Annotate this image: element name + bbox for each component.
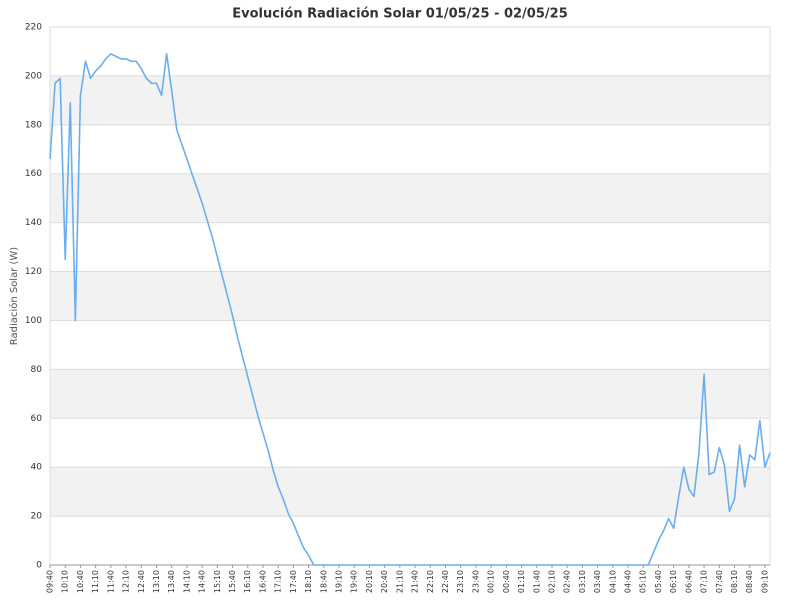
x-tick-label: 22:40 <box>441 570 450 593</box>
x-tick-label: 05:40 <box>654 570 663 593</box>
x-tick-label: 13:40 <box>167 570 176 593</box>
x-tick-label: 15:10 <box>213 570 222 593</box>
x-tick-label: 08:10 <box>730 570 739 593</box>
grid-band <box>50 369 770 419</box>
grid-band <box>50 467 770 517</box>
x-tick-label: 21:40 <box>411 570 420 593</box>
x-tick-label: 02:40 <box>563 570 572 593</box>
x-tick-label: 07:10 <box>700 570 709 593</box>
x-tick-label: 16:10 <box>243 570 252 593</box>
x-tick-label: 21:10 <box>395 570 404 593</box>
x-tick-label: 10:10 <box>61 570 70 593</box>
y-tick-label: 60 <box>31 414 43 424</box>
y-tick-label: 80 <box>31 365 43 375</box>
x-tick-label: 20:10 <box>365 570 374 593</box>
x-tick-label: 14:10 <box>182 570 191 593</box>
x-tick-label: 01:10 <box>517 570 526 593</box>
x-tick-label: 14:40 <box>198 570 207 593</box>
x-tick-label: 07:40 <box>715 570 724 593</box>
x-tick-label: 23:10 <box>456 570 465 593</box>
y-tick-label: 160 <box>25 169 42 179</box>
x-tick-label: 10:40 <box>76 570 85 593</box>
x-tick-label: 09:40 <box>46 570 55 593</box>
x-tick-label: 05:10 <box>639 570 648 593</box>
y-tick-label: 220 <box>25 23 42 33</box>
y-tick-label: 180 <box>25 120 42 130</box>
chart-title: Evolución Radiación Solar 01/05/25 - 02/… <box>232 7 568 22</box>
x-tick-label: 00:10 <box>487 570 496 593</box>
x-tick-label: 02:10 <box>547 570 556 593</box>
x-tick-label: 01:40 <box>532 570 541 593</box>
x-tick-label: 12:10 <box>122 570 131 593</box>
x-tick-label: 03:40 <box>593 570 602 593</box>
x-tick-label: 22:10 <box>426 570 435 593</box>
x-tick-label: 06:40 <box>684 570 693 593</box>
x-tick-label: 18:10 <box>304 570 313 593</box>
x-tick-label: 04:10 <box>608 570 617 593</box>
x-tick-label: 20:40 <box>380 570 389 593</box>
x-tick-label: 19:10 <box>335 570 344 593</box>
x-tick-label: 03:10 <box>578 570 587 593</box>
x-tick-label: 13:10 <box>152 570 161 593</box>
x-tick-label: 06:10 <box>669 570 678 593</box>
y-tick-label: 120 <box>25 267 42 277</box>
x-tick-label: 18:40 <box>319 570 328 593</box>
grid-band <box>50 75 770 125</box>
y-axis-label: Radiación Solar (W) <box>8 247 20 345</box>
y-tick-label: 200 <box>25 71 42 81</box>
y-tick-label: 100 <box>25 316 42 326</box>
x-tick-label: 08:40 <box>745 570 754 593</box>
grid-band <box>50 173 770 223</box>
x-tick-label: 17:40 <box>289 570 298 593</box>
x-tick-label: 11:10 <box>91 570 100 593</box>
x-tick-label: 16:40 <box>258 570 267 593</box>
x-tick-label: 17:10 <box>274 570 283 593</box>
x-tick-label: 11:40 <box>106 570 115 593</box>
y-tick-label: 140 <box>25 218 42 228</box>
x-tick-label: 04:40 <box>624 570 633 593</box>
y-tick-label: 0 <box>36 561 42 571</box>
x-tick-label: 15:40 <box>228 570 237 593</box>
x-tick-label: 09:10 <box>760 570 769 593</box>
x-tick-label: 00:40 <box>502 570 511 593</box>
x-tick-label: 23:40 <box>471 570 480 593</box>
grid-band <box>50 271 770 321</box>
x-tick-label: 19:40 <box>350 570 359 593</box>
y-tick-label: 40 <box>31 463 43 473</box>
x-tick-label: 12:40 <box>137 570 146 593</box>
data-line <box>49 53 771 566</box>
y-tick-label: 20 <box>31 512 43 522</box>
